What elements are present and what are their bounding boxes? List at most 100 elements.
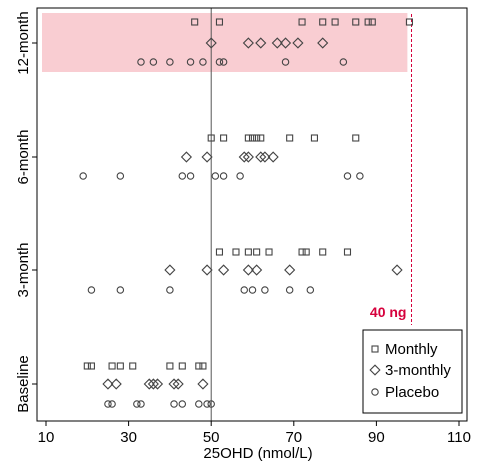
data-point-monthly-3-month [253,248,261,256]
legend-label-3-monthly: 3-monthly [385,362,451,379]
x-tick-label: 70 [285,429,302,446]
x-tick-label: 110 [447,429,471,446]
legend-label-monthly: Monthly [385,341,438,358]
data-marker-layer [79,18,413,408]
legend-layer: Monthly 3-monthly Placebo [362,329,463,414]
data-point-monthly-baseline [178,362,186,370]
series-3-monthly [102,37,403,390]
axis-layer: 10 30 50 70 90 110 Baseline 3-month 6-month 12-mo… [15,11,471,446]
legend-label-placebo: Placebo [385,384,439,401]
data-point-3-monthly-6-month [180,151,192,163]
data-point-3-monthly-6-month [255,151,267,163]
data-point-placebo-12-month [281,58,290,66]
data-point-monthly-12-month [405,18,413,26]
data-point-monthly-3-month [244,248,252,256]
data-point-monthly-baseline [129,362,137,370]
data-point-monthly-6-month [257,134,265,142]
data-point-3-monthly-3-month [391,264,403,276]
data-point-monthly-3-month [265,248,273,256]
data-point-placebo-12-month [166,58,174,66]
data-point-3-monthly-baseline [143,378,155,390]
data-point-placebo-baseline [137,400,145,408]
x-axis-title: 25OHD (nmol/L) [203,445,312,462]
data-point-monthly-12-month [364,18,372,26]
data-point-placebo-baseline [108,400,116,408]
data-point-monthly-12-month [368,18,376,26]
data-point-placebo-6-month [219,172,228,180]
y-tick-label-3-month: 3-month [15,242,32,297]
data-point-monthly-baseline [116,362,124,370]
data-point-monthly-baseline [199,362,207,370]
legend-marker-3-monthly [369,364,381,376]
data-point-placebo-3-month [248,286,257,294]
data-point-monthly-6-month [207,134,215,142]
data-point-3-monthly-baseline [197,378,209,390]
data-point-placebo-12-month [199,58,207,66]
data-point-monthly-6-month [253,134,261,142]
data-point-3-monthly-12-month [205,37,217,49]
data-point-placebo-6-month [343,172,352,180]
data-point-placebo-3-month [87,286,96,294]
y-tick-label-baseline: Baseline [15,355,32,413]
data-point-monthly-baseline [87,362,95,370]
data-point-3-monthly-6-month [238,151,250,163]
data-point-3-monthly-12-month [279,37,292,49]
data-point-monthly-6-month [220,134,228,142]
data-point-3-monthly-12-month [242,37,254,49]
legend-box [362,329,463,414]
data-point-3-monthly-6-month [259,151,271,163]
data-point-monthly-12-month [352,18,360,26]
data-point-placebo-3-month [166,286,174,294]
legend-marker-monthly [371,345,379,353]
data-point-placebo-6-month [356,172,364,180]
data-point-placebo-6-month [236,172,244,180]
data-point-placebo-3-month [261,286,269,294]
data-point-3-monthly-3-month [164,264,176,276]
y-tick-label-6-month: 6-month [15,129,32,184]
x-tick-label: 50 [203,429,220,446]
data-point-monthly-3-month [302,248,310,256]
data-point-3-monthly-3-month [284,264,296,276]
data-point-placebo-baseline [203,400,211,408]
data-point-placebo-12-month [215,58,224,66]
data-point-monthly-baseline [166,362,174,370]
data-point-monthly-3-month [232,248,240,256]
data-point-monthly-3-month [343,248,352,256]
series-placebo [79,58,364,408]
data-point-placebo-6-month [178,172,187,180]
data-point-3-monthly-3-month [251,264,263,276]
data-point-3-monthly-baseline [102,378,114,390]
x-tick-label: 30 [120,429,137,446]
data-point-3-monthly-12-month [317,37,329,49]
data-point-3-monthly-12-month [271,37,283,49]
data-point-monthly-6-month [244,134,252,142]
data-point-placebo-12-month [339,58,348,66]
data-point-monthly-6-month [352,134,360,142]
data-point-placebo-12-month [137,58,145,66]
data-point-3-monthly-3-month [242,264,254,276]
series-monthly [83,18,413,370]
data-point-placebo-baseline [133,400,141,408]
data-point-3-monthly-6-month [242,151,254,163]
data-point-placebo-12-month [149,58,158,66]
data-point-placebo-3-month [116,286,125,294]
data-point-monthly-baseline [108,362,116,370]
data-point-placebo-6-month [186,172,195,180]
data-point-monthly-12-month [319,18,327,26]
data-point-monthly-3-month [215,248,224,256]
data-point-3-monthly-baseline [147,378,159,390]
data-point-placebo-baseline [170,400,178,408]
reference-line-layer: 40 ng [210,8,413,421]
y-tick-label-12-month: 12-month [15,11,32,74]
data-point-placebo-baseline [178,400,187,408]
data-point-monthly-baseline [195,362,203,370]
data-point-monthly-12-month [215,18,224,26]
data-point-3-monthly-12-month [255,37,267,49]
data-point-3-monthly-6-month [267,151,279,163]
x-tick-label: 10 [38,429,55,446]
data-point-monthly-3-month [319,248,327,256]
data-point-placebo-3-month [306,286,315,294]
x-tick-label: 90 [368,429,385,446]
